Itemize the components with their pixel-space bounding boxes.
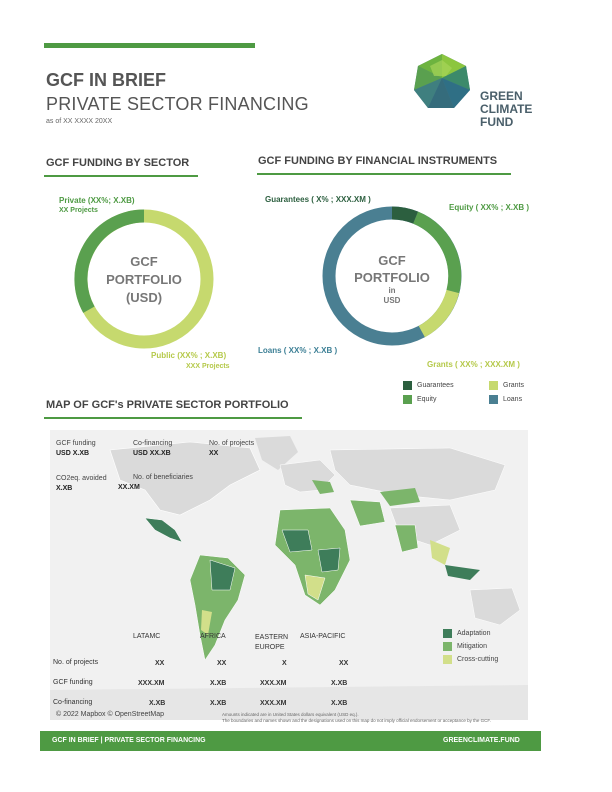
page-subtitle: PRIVATE SECTOR FINANCING xyxy=(46,94,309,114)
legend-mitigation: Mitigation xyxy=(443,642,498,651)
map-note-currency: Amounts indicated are in United States d… xyxy=(222,712,359,717)
row-label-cofinancing: Co-financing xyxy=(53,699,93,706)
map-note-disclaimer: The boundaries and names shown and the d… xyxy=(222,718,491,723)
gcf-logo-icon xyxy=(414,54,470,108)
cell-asia-cofinancing: X.XB xyxy=(331,700,348,707)
map-heading-rule xyxy=(44,417,302,419)
loans-label: Loans ( XX% ; X.XB ) xyxy=(258,346,338,355)
private-projects: XX Projects xyxy=(59,207,98,214)
page-title: GCF IN BRIEF xyxy=(46,70,166,90)
cell-europe-projects: X xyxy=(282,660,287,667)
map-cofinancing-label: Co-financing xyxy=(133,440,173,447)
grants-label: Grants ( XX% ; XXX.XM ) xyxy=(427,360,520,369)
footer-website-link[interactable]: GREENCLIMATE.FUND xyxy=(443,737,520,744)
sector-heading: GCF FUNDING BY SECTOR xyxy=(46,157,190,169)
guarantees-segment xyxy=(391,206,419,224)
footer-left-text: GCF IN BRIEF | PRIVATE SECTOR FINANCING xyxy=(52,737,206,744)
sector-donut-center: GCF PORTFOLIO (USD) xyxy=(106,254,182,305)
as-of-date: as of XX XXXX 20XX xyxy=(46,118,113,125)
logo-wordmark: GREEN CLIMATE FUND xyxy=(480,89,533,129)
sector-donut-chart xyxy=(74,209,214,349)
region-header-asia-pacific: ASIA-PACIFIC xyxy=(300,633,346,640)
legend-equity: Equity xyxy=(403,395,489,404)
public-label: Public (XX% ; X.XB) xyxy=(151,351,227,360)
map-gcf-funding-label: GCF funding xyxy=(56,440,96,447)
private-label: Private (XX%; X.XB) xyxy=(59,196,135,205)
grants-segment xyxy=(418,289,460,338)
legend-guarantees: Guarantees xyxy=(403,381,489,390)
world-map-graphic xyxy=(50,436,528,720)
header-accent-rule xyxy=(44,43,255,48)
world-map[interactable] xyxy=(50,430,528,720)
map-attribution: © 2022 Mapbox © OpenStreetMap xyxy=(56,711,164,718)
cell-africa-funding: X.XB xyxy=(210,680,227,687)
equity-segment xyxy=(412,211,462,294)
map-co2-value: X.XB xyxy=(56,485,73,492)
legend-loans: Loans xyxy=(489,395,533,404)
legend-adaptation: Adaptation xyxy=(443,629,498,638)
cell-latamc-projects: XX xyxy=(155,660,165,667)
instruments-legend: Guarantees Grants Equity Loans xyxy=(403,381,533,404)
row-label-funding: GCF funding xyxy=(53,679,93,686)
sector-heading-rule xyxy=(44,175,198,177)
cell-europe-cofinancing: XXX.XM xyxy=(260,700,287,707)
cell-asia-projects: XX xyxy=(339,660,349,667)
map-projects-value: XX xyxy=(209,450,219,457)
guarantees-label: Guarantees ( X% ; XXX.XM ) xyxy=(265,195,371,204)
map-heading: MAP OF GCF's PRIVATE SECTOR PORTFOLIO xyxy=(46,399,289,411)
cell-africa-cofinancing: X.XB xyxy=(210,700,227,707)
cell-latamc-cofinancing: X.XB xyxy=(149,700,166,707)
map-projects-label: No. of projects xyxy=(209,440,255,447)
row-label-projects: No. of projects xyxy=(53,659,99,666)
map-cofinancing-value: USD XX.XB xyxy=(133,450,171,457)
instruments-heading-rule xyxy=(257,173,511,175)
cell-asia-funding: X.XB xyxy=(331,680,348,687)
map-beneficiaries-label: No. of beneficiaries xyxy=(133,474,193,481)
region-header-africa: AFRICA xyxy=(200,633,226,640)
public-projects: XXX Projects xyxy=(186,363,230,370)
private-segment xyxy=(74,209,145,313)
cell-europe-funding: XXX.XM xyxy=(260,680,287,687)
region-header-eastern-europe: EASTERN EUROPE xyxy=(255,634,289,651)
equity-label: Equity ( XX% ; X.XB ) xyxy=(449,203,530,212)
map-co2-label: CO2eq. avoided xyxy=(56,475,107,482)
legend-cross-cutting: Cross-cutting xyxy=(443,655,498,664)
region-header-latamc: LATAMC xyxy=(133,633,161,640)
map-beneficiaries-value: XX.XM xyxy=(118,484,140,491)
instruments-heading: GCF FUNDING BY FINANCIAL INSTRUMENTS xyxy=(258,155,498,167)
instruments-donut-chart xyxy=(322,206,462,346)
cell-latamc-funding: XXX.XM xyxy=(138,680,165,687)
map-legend: Adaptation Mitigation Cross-cutting xyxy=(443,629,498,664)
cell-africa-projects: XX xyxy=(217,660,227,667)
footer-bar xyxy=(40,731,541,751)
legend-grants: Grants xyxy=(489,381,533,390)
map-gcf-funding-value: USD X.XB xyxy=(56,450,90,457)
instruments-donut-center: GCF PORTFOLIO in USD xyxy=(354,253,430,305)
